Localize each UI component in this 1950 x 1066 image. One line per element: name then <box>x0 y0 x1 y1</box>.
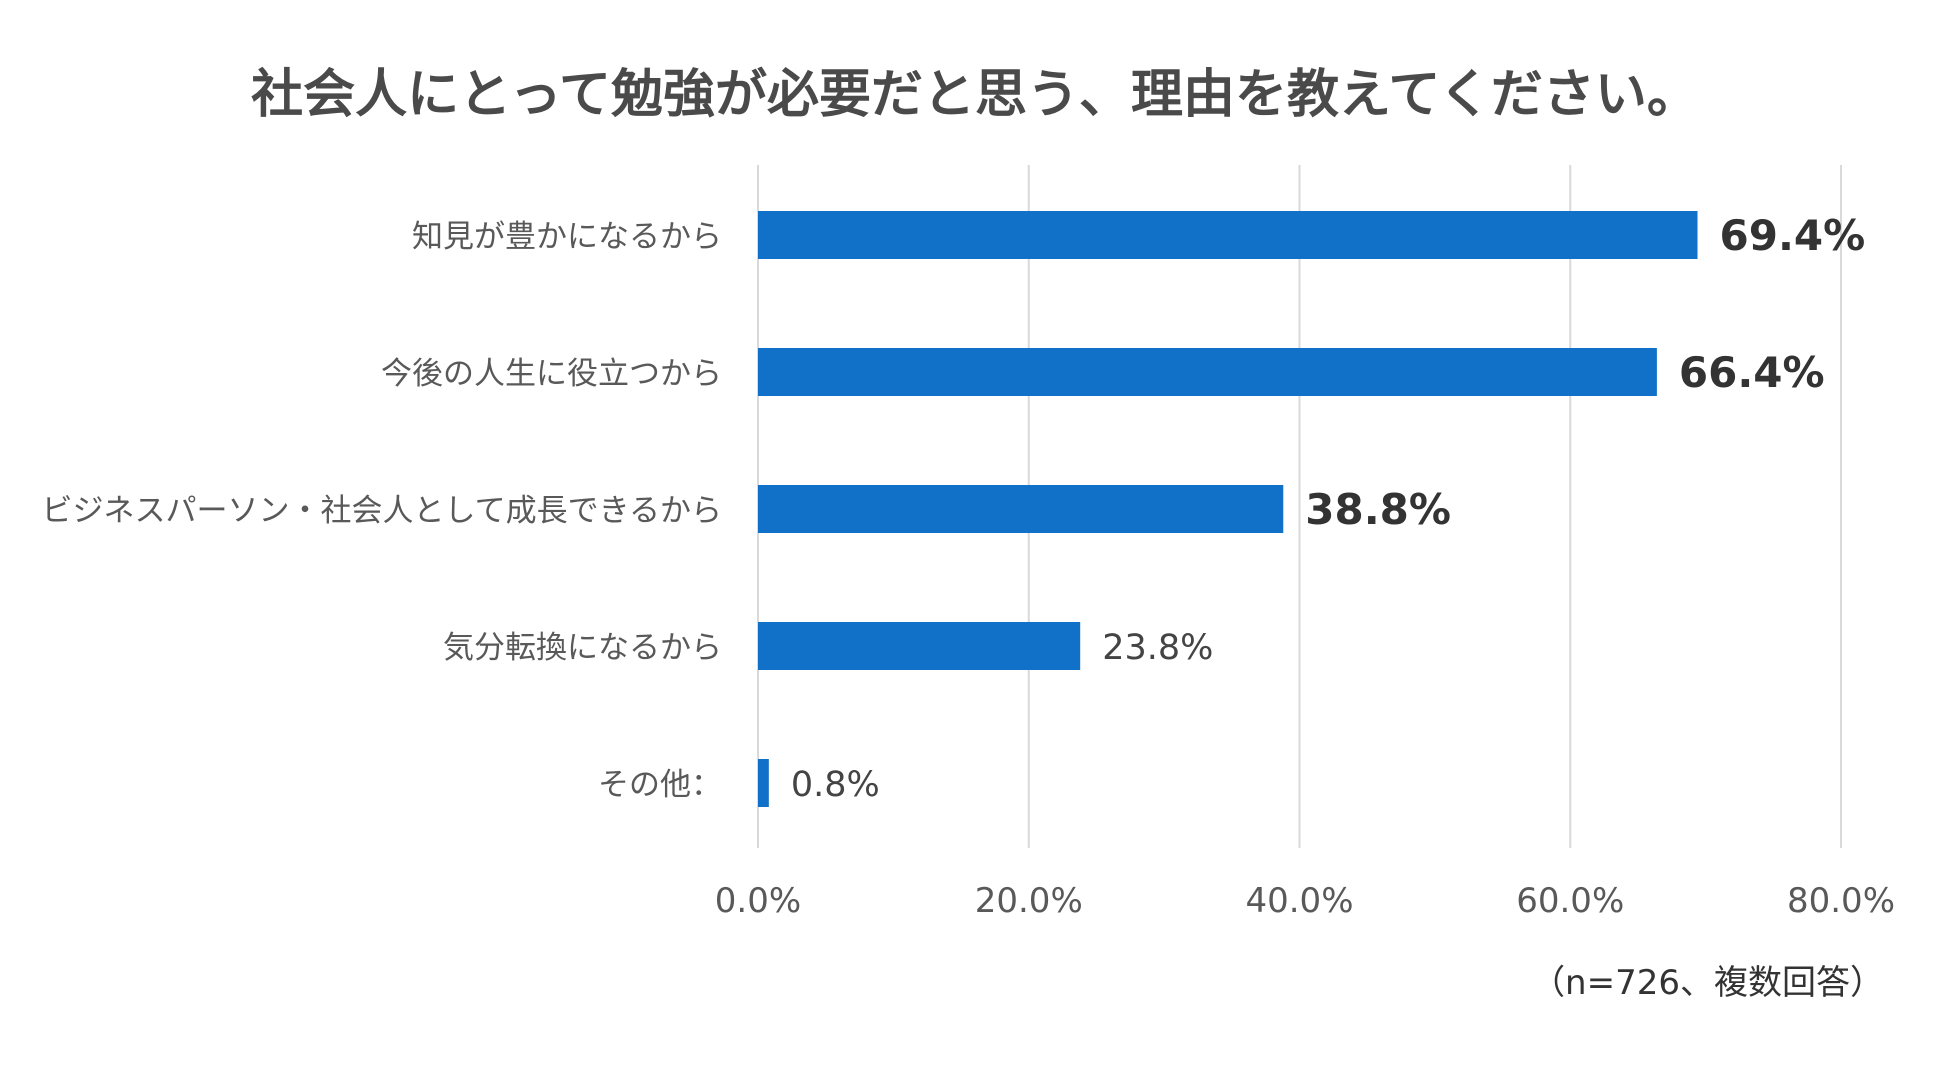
category-label: ビジネスパーソン・社会人として成長できるから <box>42 493 722 529</box>
value-label: 66.4% <box>1679 348 1825 397</box>
value-label: 23.8% <box>1102 628 1213 668</box>
value-label: 69.4% <box>1720 211 1866 260</box>
value-label: 38.8% <box>1305 485 1451 534</box>
bar <box>758 622 1081 670</box>
bar <box>758 759 769 807</box>
sample-note: （n=726、複数回答） <box>1531 963 1884 1003</box>
bars <box>758 211 1698 807</box>
x-tick-label: 40.0% <box>1245 881 1353 921</box>
labels: 0.0% 20.0% 40.0% 60.0% 80.0% 知見が豊かになるから 69.4% 今… <box>42 211 1895 921</box>
bar <box>758 485 1284 533</box>
category-label: 気分転換になるから <box>443 630 722 666</box>
x-tick-label: 80.0% <box>1787 881 1895 921</box>
chart-title: 社会人にとって勉強が必要だと思う、理由を教えてください。 <box>251 65 1699 125</box>
category-label: 今後の人生に役立つから <box>381 356 722 392</box>
value-label: 0.8% <box>791 765 880 805</box>
bar <box>758 348 1657 396</box>
bar <box>758 211 1698 259</box>
category-label: その他： <box>598 767 722 803</box>
x-tick-label: 0.0% <box>715 881 801 921</box>
x-tick-label: 20.0% <box>975 881 1083 921</box>
x-tick-label: 60.0% <box>1516 881 1624 921</box>
category-label: 知見が豊かになるから <box>412 219 722 255</box>
